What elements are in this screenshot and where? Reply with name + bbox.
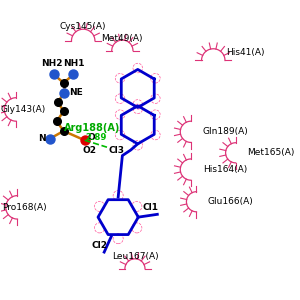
- Text: Glu166(A): Glu166(A): [208, 197, 254, 206]
- Text: Gln189(A): Gln189(A): [202, 127, 248, 136]
- Text: Met49(A): Met49(A): [102, 34, 143, 43]
- Text: O2: O2: [82, 146, 96, 155]
- Text: N: N: [38, 134, 45, 143]
- Text: NH1: NH1: [63, 59, 85, 68]
- Text: Cys145(A): Cys145(A): [60, 22, 106, 31]
- Text: Cl2: Cl2: [92, 241, 108, 250]
- Text: His164(A): His164(A): [202, 165, 247, 174]
- Text: Cl1: Cl1: [142, 203, 158, 212]
- Text: Leu167(A): Leu167(A): [112, 252, 158, 261]
- Text: Cl3: Cl3: [109, 146, 125, 155]
- Text: Gly143(A): Gly143(A): [1, 105, 46, 114]
- Text: NH2: NH2: [41, 59, 63, 68]
- Text: 2.89: 2.89: [86, 133, 107, 142]
- Text: Arg188(A): Arg188(A): [64, 123, 120, 133]
- Text: NE: NE: [69, 88, 83, 97]
- Text: Pro168(A): Pro168(A): [2, 203, 47, 212]
- Text: Met165(A): Met165(A): [247, 148, 294, 157]
- Text: His41(A): His41(A): [226, 48, 264, 57]
- Text: O: O: [88, 133, 96, 142]
